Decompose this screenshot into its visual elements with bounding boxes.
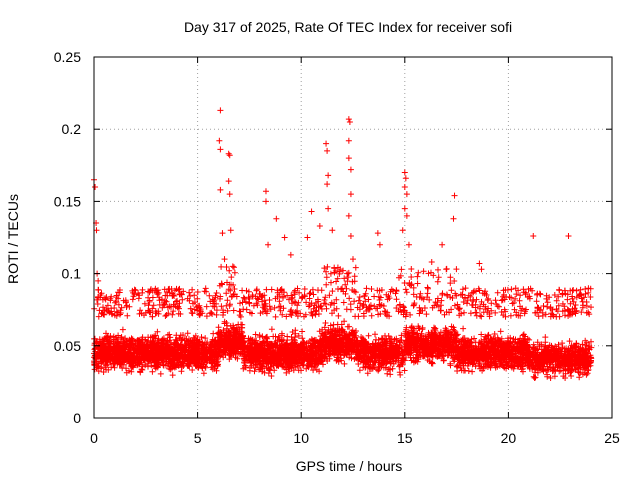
roti-peak-point bbox=[401, 205, 408, 212]
roti-peak-point bbox=[227, 227, 234, 234]
roti-peak-point bbox=[226, 152, 233, 159]
y-tick-label: 0 bbox=[73, 410, 81, 426]
roti-peak-point bbox=[345, 137, 352, 144]
data-points bbox=[91, 107, 595, 381]
roti-peak-point bbox=[304, 234, 311, 241]
roti-peak-point bbox=[345, 155, 352, 162]
roti-peak-point bbox=[217, 107, 224, 114]
roti-peak-point bbox=[323, 140, 330, 147]
chart-title: Day 317 of 2025, Rate Of TEC Index for r… bbox=[184, 19, 512, 35]
roti-peak-point bbox=[376, 241, 383, 248]
roti-peak-point bbox=[287, 251, 294, 258]
roti-point-cloud bbox=[91, 263, 595, 381]
roti-peak-point bbox=[226, 191, 233, 198]
x-axis-label: GPS time / hours bbox=[296, 458, 403, 474]
roti-peak-point bbox=[262, 188, 269, 195]
roti-peak-point bbox=[217, 146, 224, 153]
roti-peak-point bbox=[347, 166, 354, 173]
roti-peak-point bbox=[324, 181, 331, 188]
roti-peak-point bbox=[405, 241, 412, 248]
roti-peak-point bbox=[273, 215, 280, 222]
roti-peak-point bbox=[478, 266, 485, 273]
roti-peak-point bbox=[565, 233, 572, 240]
roti-peak-point bbox=[325, 205, 332, 212]
roti-peak-point bbox=[401, 169, 408, 176]
x-tick-label: 20 bbox=[501, 430, 517, 446]
roti-peak-point bbox=[399, 227, 406, 234]
roti-peak-point bbox=[439, 241, 446, 248]
roti-peak-point bbox=[451, 192, 458, 199]
roti-peak-point bbox=[346, 118, 353, 125]
x-tick-label: 5 bbox=[194, 430, 202, 446]
roti-peak-point bbox=[265, 241, 272, 248]
x-tick-label: 0 bbox=[90, 430, 98, 446]
y-tick-label: 0.2 bbox=[62, 121, 82, 137]
roti-peak-point bbox=[281, 234, 288, 241]
roti-peak-point bbox=[221, 256, 228, 263]
roti-peak-point bbox=[308, 208, 315, 215]
roti-peak-point bbox=[345, 212, 352, 219]
x-tick-label: 25 bbox=[604, 430, 620, 446]
roti-peak-point bbox=[403, 212, 410, 219]
roti-peak-point bbox=[95, 277, 102, 284]
roti-peak-point bbox=[225, 150, 232, 157]
x-tick-label: 15 bbox=[397, 430, 413, 446]
roti-peak-point bbox=[316, 222, 323, 229]
roti-peak-point bbox=[347, 191, 354, 198]
roti-peak-point bbox=[219, 230, 226, 237]
roti-peak-point bbox=[450, 215, 457, 222]
roti-peak-point bbox=[92, 183, 99, 190]
y-tick-label: 0.05 bbox=[54, 338, 81, 354]
x-tick-label: 10 bbox=[293, 430, 309, 446]
y-tick-label: 0.25 bbox=[54, 49, 81, 65]
roti-peak-point bbox=[374, 230, 381, 237]
y-tick-label: 0.15 bbox=[54, 193, 81, 209]
roti-peak-point bbox=[401, 183, 408, 190]
roti-peak-point bbox=[217, 186, 224, 193]
roti-peak-point bbox=[350, 256, 356, 263]
plot-frame bbox=[93, 56, 613, 419]
roti-peak-point bbox=[403, 191, 410, 198]
roti-peak-point bbox=[428, 259, 435, 266]
roti-peak-point bbox=[476, 260, 483, 267]
axis-ticks: 0 5 10 15 20 25 0 0.05 0.1 0.15 0.2 0.25 bbox=[54, 49, 620, 446]
roti-peak-point bbox=[324, 147, 331, 154]
roti-peak-point bbox=[345, 116, 352, 123]
roti-peak-point bbox=[347, 233, 354, 240]
roti-peak-point bbox=[443, 266, 450, 273]
roti-peak-point bbox=[262, 198, 269, 205]
roti-peak-point bbox=[225, 178, 232, 185]
y-tick-label: 0.1 bbox=[62, 266, 82, 282]
roti-peak-point bbox=[216, 137, 223, 144]
roti-peak-point bbox=[402, 175, 409, 182]
y-axis-label: ROTI / TECUs bbox=[5, 194, 21, 284]
roti-peak-point bbox=[325, 172, 332, 179]
roti-peak-point bbox=[329, 227, 336, 234]
roti-peak-point bbox=[530, 233, 537, 240]
roti-peak-point bbox=[229, 263, 236, 270]
